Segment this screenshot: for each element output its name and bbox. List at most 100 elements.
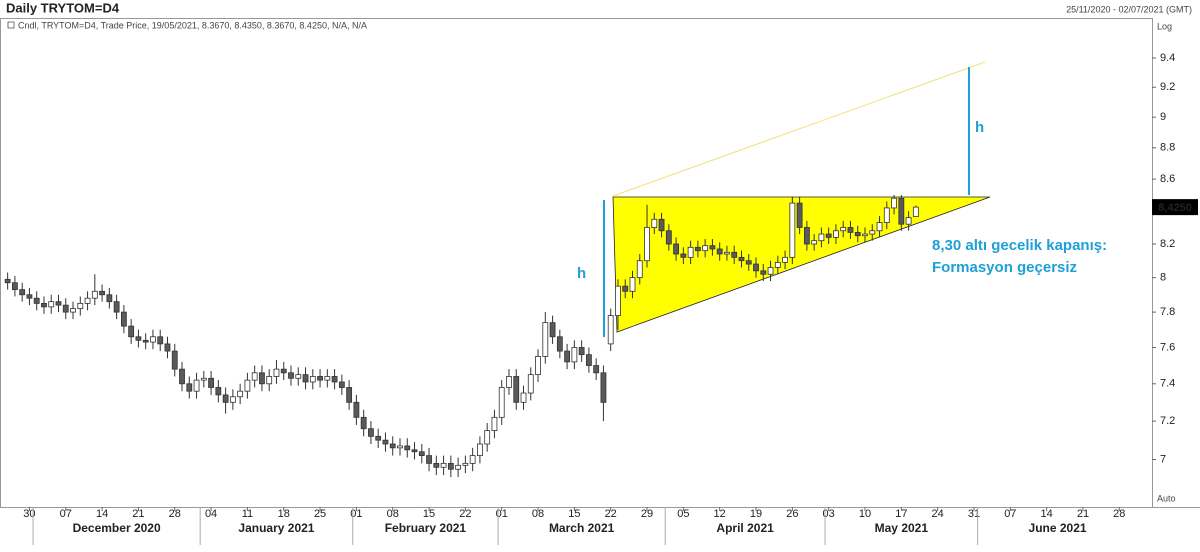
candle-body xyxy=(869,230,876,235)
candle-body xyxy=(658,218,665,232)
x-tick-label: 11 xyxy=(242,508,253,520)
candle-body xyxy=(19,289,26,296)
x-tick-label: 08 xyxy=(387,508,399,520)
x-tick-label: 05 xyxy=(677,508,689,520)
candle-body xyxy=(883,207,890,223)
candle-body xyxy=(215,387,222,396)
candle-body xyxy=(862,233,868,237)
candle-body xyxy=(607,315,614,345)
candle-body xyxy=(898,197,905,225)
candle-body xyxy=(375,435,382,441)
candle-body xyxy=(833,230,839,238)
candle-body xyxy=(709,245,716,250)
candle-body xyxy=(48,301,55,308)
last-price-box xyxy=(1152,199,1198,216)
month-label: December 2020 xyxy=(73,521,161,535)
candle-body xyxy=(818,233,825,242)
candle-body xyxy=(26,294,33,299)
candle-body xyxy=(673,243,679,255)
candle-body xyxy=(302,374,309,383)
y-tick-label: 8.6 xyxy=(1160,173,1175,185)
x-tick-label: 12 xyxy=(714,508,726,520)
candle-body xyxy=(411,449,418,453)
candle-body xyxy=(237,390,244,398)
x-tick-label: 19 xyxy=(750,508,762,520)
y-tick-label: 7.4 xyxy=(1160,378,1175,390)
candle-body xyxy=(360,416,367,430)
candle-body xyxy=(70,308,76,313)
y-tick-label: 8 xyxy=(1160,272,1166,284)
candle-body xyxy=(796,202,803,228)
candle-body xyxy=(113,301,120,313)
candle-body xyxy=(295,374,302,379)
candle-body xyxy=(266,376,273,385)
candle-body xyxy=(280,368,287,374)
candle-body xyxy=(455,464,462,470)
month-label: April 2021 xyxy=(716,521,774,535)
candle-body xyxy=(11,282,18,290)
x-tick-label: 07 xyxy=(60,508,72,520)
x-tick-label: 01 xyxy=(350,508,362,520)
candle-body xyxy=(91,290,98,299)
candle-body xyxy=(578,347,585,356)
candle-body xyxy=(847,227,854,233)
candle-body xyxy=(760,270,767,275)
candle-body xyxy=(891,197,897,209)
chart-title: Daily TRYTOM=D4 xyxy=(6,0,120,15)
candle-body xyxy=(491,416,498,432)
candle-body xyxy=(142,339,149,343)
candle-body xyxy=(186,383,193,392)
candle-body xyxy=(229,396,236,403)
candle-body xyxy=(353,401,360,418)
y-tick-label: 7 xyxy=(1160,453,1166,465)
candle-body xyxy=(498,387,505,418)
annotation: 8,30 altı gecelik kapanış: xyxy=(932,237,1107,254)
candle-body xyxy=(644,227,650,262)
candle-body xyxy=(244,379,251,392)
candle-body xyxy=(549,322,556,338)
candle-body xyxy=(912,206,919,217)
candle-body xyxy=(331,376,338,383)
candle-body xyxy=(767,267,774,275)
candle-body xyxy=(426,455,432,464)
candle-body xyxy=(680,253,687,258)
candle-body xyxy=(542,322,549,357)
y-tick-label: 8.2 xyxy=(1160,238,1175,250)
candle-body xyxy=(433,462,440,468)
candle-body xyxy=(84,297,91,304)
x-tick-label: 01 xyxy=(496,508,508,520)
month-label: January 2021 xyxy=(238,521,314,535)
candle-body xyxy=(651,218,658,228)
candle-body xyxy=(259,372,265,385)
candle-body xyxy=(520,392,527,403)
candle-body xyxy=(811,240,818,245)
candle-body xyxy=(905,217,912,225)
candle-body xyxy=(469,455,476,464)
y-tick-label: 7.2 xyxy=(1160,415,1175,427)
target-line xyxy=(612,61,986,197)
candle-body xyxy=(135,336,142,341)
candle-body xyxy=(382,439,389,445)
candle-body xyxy=(716,248,723,255)
candle-body xyxy=(77,302,84,310)
month-label: May 2021 xyxy=(875,521,929,535)
candle-body xyxy=(251,372,258,381)
x-tick-label: 28 xyxy=(169,508,181,520)
triangle-pattern xyxy=(612,196,991,333)
candle-body xyxy=(462,462,469,466)
candle-body xyxy=(41,302,47,308)
candle-body xyxy=(447,462,454,470)
candle-body xyxy=(62,304,69,313)
x-tick-label: 03 xyxy=(823,508,835,520)
legend-text: Cndl, TRYTOM=D4, Trade Price, 19/05/2021… xyxy=(18,20,367,30)
x-tick-label: 15 xyxy=(568,508,580,520)
candle-body xyxy=(106,294,113,303)
candle-body xyxy=(157,336,164,345)
candle-body xyxy=(585,354,592,366)
scale-label: Log xyxy=(1157,21,1172,31)
y-tick-label: 7.8 xyxy=(1160,306,1175,318)
candle-body xyxy=(288,372,294,379)
month-label: March 2021 xyxy=(549,521,615,535)
